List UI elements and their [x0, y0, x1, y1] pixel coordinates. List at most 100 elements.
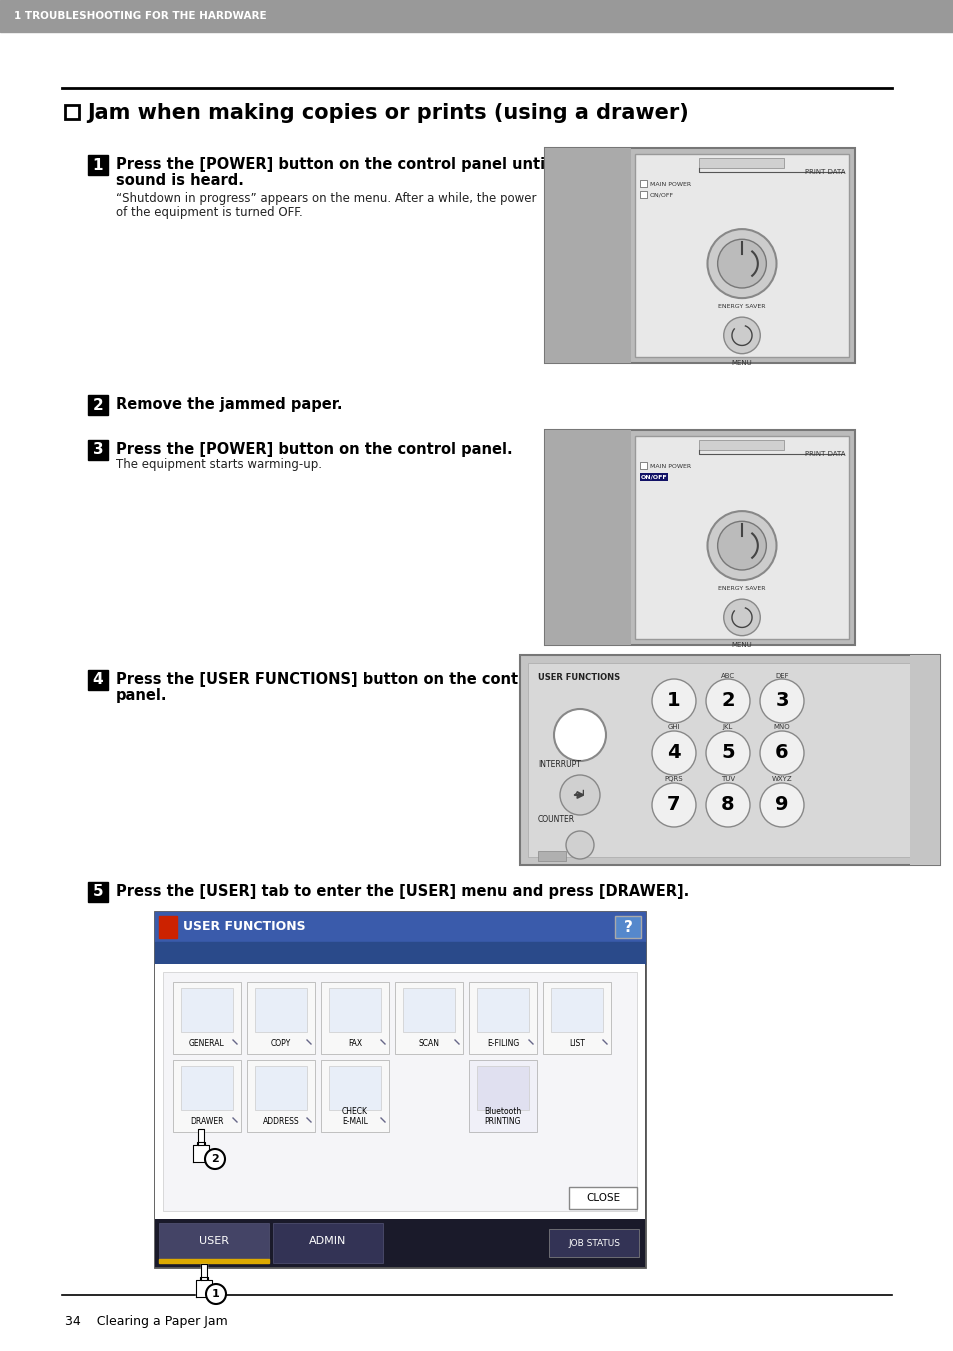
Bar: [172, 982, 241, 1054]
Text: E-FILING: E-FILING: [486, 1039, 518, 1048]
Bar: [699, 158, 783, 168]
Bar: [527, 663, 931, 857]
Text: ADMIN: ADMIN: [309, 1236, 346, 1246]
Text: ENERGY SAVER: ENERGY SAVER: [718, 304, 765, 309]
Bar: [320, 982, 389, 1054]
Text: 7: 7: [666, 796, 680, 815]
Bar: [154, 965, 644, 1219]
Text: ABC: ABC: [720, 673, 735, 680]
Polygon shape: [201, 1265, 207, 1279]
Text: ?: ?: [623, 920, 632, 935]
Bar: [329, 988, 380, 1032]
Text: MENU: MENU: [731, 359, 752, 366]
Text: DEF: DEF: [775, 673, 788, 680]
Bar: [639, 180, 646, 186]
Bar: [88, 440, 108, 459]
Bar: [159, 1259, 269, 1263]
Text: MAIN POWER: MAIN POWER: [649, 181, 690, 186]
Circle shape: [651, 784, 696, 827]
Circle shape: [760, 731, 803, 775]
Text: MENU: MENU: [731, 642, 752, 647]
Text: ON/OFF: ON/OFF: [649, 192, 674, 197]
Bar: [544, 149, 630, 363]
Bar: [320, 1061, 389, 1132]
Text: 1: 1: [212, 1289, 219, 1300]
Text: FAX: FAX: [348, 1039, 362, 1048]
Text: USER FUNCTIONS: USER FUNCTIONS: [183, 920, 305, 934]
Bar: [329, 1066, 380, 1111]
Bar: [247, 1061, 314, 1132]
Text: USER: USER: [199, 1236, 229, 1246]
Text: 2: 2: [92, 397, 103, 412]
Text: USER FUNCTIONS: USER FUNCTIONS: [537, 673, 619, 682]
Text: SCAN: SCAN: [418, 1039, 439, 1048]
Circle shape: [723, 598, 760, 636]
Text: Jam when making copies or prints (using a drawer): Jam when making copies or prints (using …: [87, 103, 688, 123]
Text: TUV: TUV: [720, 775, 735, 782]
Polygon shape: [193, 1142, 209, 1162]
Bar: [615, 916, 640, 938]
Bar: [395, 982, 462, 1054]
Text: Press the [USER FUNCTIONS] button on the control: Press the [USER FUNCTIONS] button on the…: [116, 671, 539, 688]
Text: LIST: LIST: [569, 1039, 584, 1048]
Circle shape: [723, 317, 760, 354]
Text: ADDRESS: ADDRESS: [262, 1117, 299, 1125]
Bar: [635, 436, 848, 639]
Text: of the equipment is turned OFF.: of the equipment is turned OFF.: [116, 205, 302, 219]
Circle shape: [206, 1283, 226, 1304]
Bar: [542, 982, 610, 1054]
Text: ENERGY SAVER: ENERGY SAVER: [718, 586, 765, 592]
Bar: [154, 1219, 644, 1267]
Bar: [88, 155, 108, 176]
Text: PQRS: PQRS: [664, 775, 682, 782]
Text: Bluetooth
PRINTING: Bluetooth PRINTING: [484, 1106, 521, 1125]
Bar: [181, 1066, 233, 1111]
Bar: [88, 882, 108, 902]
Text: 34    Clearing a Paper Jam: 34 Clearing a Paper Jam: [65, 1315, 228, 1328]
Circle shape: [559, 775, 599, 815]
Bar: [154, 912, 644, 1267]
Bar: [247, 982, 314, 1054]
Text: INTERRUPT: INTERRUPT: [537, 761, 580, 769]
Bar: [699, 440, 783, 450]
Text: The equipment starts warming-up.: The equipment starts warming-up.: [116, 458, 322, 471]
Bar: [65, 105, 79, 119]
Text: ON/OFF: ON/OFF: [640, 474, 666, 480]
Bar: [159, 1223, 269, 1263]
Text: PRINT DATA: PRINT DATA: [804, 451, 845, 457]
Text: CHECK
E-MAIL: CHECK E-MAIL: [341, 1106, 368, 1125]
Text: MNO: MNO: [773, 724, 789, 730]
Bar: [537, 851, 565, 861]
Text: 5: 5: [92, 885, 103, 900]
Bar: [159, 916, 177, 938]
Text: GHI: GHI: [667, 724, 679, 730]
Text: 4: 4: [666, 743, 680, 762]
Text: 3: 3: [92, 443, 103, 458]
Text: sound is heard.: sound is heard.: [116, 173, 244, 188]
Bar: [469, 1061, 537, 1132]
Bar: [254, 1066, 307, 1111]
Bar: [544, 149, 854, 363]
Polygon shape: [195, 1277, 212, 1297]
Text: 1: 1: [666, 692, 680, 711]
Bar: [635, 154, 848, 357]
Bar: [548, 1229, 639, 1256]
Text: 8: 8: [720, 796, 734, 815]
Polygon shape: [198, 1129, 204, 1146]
Circle shape: [717, 521, 765, 570]
Circle shape: [651, 731, 696, 775]
Circle shape: [705, 680, 749, 723]
Bar: [639, 462, 646, 469]
Text: DRAWER: DRAWER: [190, 1117, 224, 1125]
Circle shape: [760, 680, 803, 723]
Text: COUNTER: COUNTER: [537, 815, 575, 824]
Circle shape: [651, 680, 696, 723]
Circle shape: [565, 831, 594, 859]
Bar: [909, 655, 939, 865]
Bar: [568, 1188, 637, 1209]
Bar: [154, 942, 644, 965]
Text: 4: 4: [92, 673, 103, 688]
Text: 6: 6: [775, 743, 788, 762]
Bar: [88, 394, 108, 415]
Bar: [469, 982, 537, 1054]
